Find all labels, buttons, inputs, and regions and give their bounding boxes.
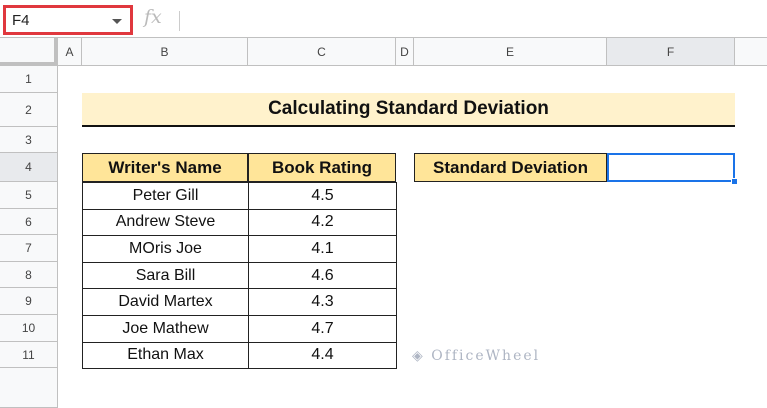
- row-header-6[interactable]: 6: [0, 208, 58, 236]
- dropdown-arrow-icon[interactable]: [112, 19, 122, 24]
- row-header-11[interactable]: 11: [0, 341, 58, 368]
- table-header[interactable]: Writer's Name: [82, 153, 248, 182]
- writer-name-cell[interactable]: Peter Gill: [82, 182, 249, 210]
- row-header-8[interactable]: 8: [0, 261, 58, 289]
- writer-name-cell[interactable]: Sara Bill: [82, 261, 249, 290]
- column-header-f[interactable]: F: [607, 38, 735, 66]
- fill-handle[interactable]: [731, 178, 738, 185]
- writer-name-cell[interactable]: MOris Joe: [82, 235, 249, 263]
- column-header-e[interactable]: E: [414, 38, 607, 66]
- rating-cell[interactable]: 4.7: [248, 315, 397, 343]
- row-header-5[interactable]: 5: [0, 182, 58, 209]
- column-header-d[interactable]: D: [396, 38, 414, 66]
- divider: [0, 37, 767, 38]
- table-header[interactable]: Book Rating: [248, 153, 396, 182]
- rating-cell[interactable]: 4.3: [248, 288, 397, 316]
- rating-cell[interactable]: 4.1: [248, 235, 397, 263]
- row-header-7[interactable]: 7: [0, 235, 58, 262]
- name-box[interactable]: F4: [3, 5, 133, 35]
- rating-cell[interactable]: 4.6: [248, 261, 397, 290]
- watermark-logo-icon: ◈: [412, 348, 432, 364]
- row-header-1[interactable]: 1: [0, 66, 58, 93]
- writer-name-cell[interactable]: Andrew Steve: [82, 208, 249, 237]
- rating-cell[interactable]: 4.2: [248, 208, 397, 237]
- writer-name-cell[interactable]: Ethan Max: [82, 341, 249, 369]
- row-header-3[interactable]: 3: [0, 127, 58, 153]
- rating-cell[interactable]: 4.4: [248, 341, 397, 369]
- std-label-cell[interactable]: Standard Deviation: [414, 153, 607, 182]
- column-header-a[interactable]: A: [58, 38, 82, 66]
- watermark: ◈ OfficeWheel: [412, 348, 540, 364]
- formula-input[interactable]: [186, 6, 756, 34]
- fx-icon: fx: [144, 6, 162, 28]
- row-header-12[interactable]: [0, 368, 58, 408]
- name-box-value: F4: [12, 12, 30, 29]
- row-header-4[interactable]: 4: [0, 153, 58, 182]
- sheet-title: Calculating Standard Deviation: [82, 93, 735, 127]
- row-header-9[interactable]: 9: [0, 288, 58, 315]
- writer-name-cell[interactable]: Joe Mathew: [82, 315, 249, 343]
- writer-name-cell[interactable]: David Martex: [82, 288, 249, 316]
- select-all-corner[interactable]: [0, 38, 58, 66]
- column-header-c[interactable]: C: [248, 38, 396, 66]
- column-header-b[interactable]: B: [82, 38, 248, 66]
- column-header-g[interactable]: [735, 38, 767, 66]
- row-header-2[interactable]: 2: [0, 93, 58, 127]
- row-header-10[interactable]: 10: [0, 315, 58, 342]
- selected-cell-f4[interactable]: [607, 153, 735, 182]
- rating-cell[interactable]: 4.5: [248, 182, 397, 210]
- watermark-text: OfficeWheel: [431, 348, 541, 364]
- divider: [179, 11, 180, 31]
